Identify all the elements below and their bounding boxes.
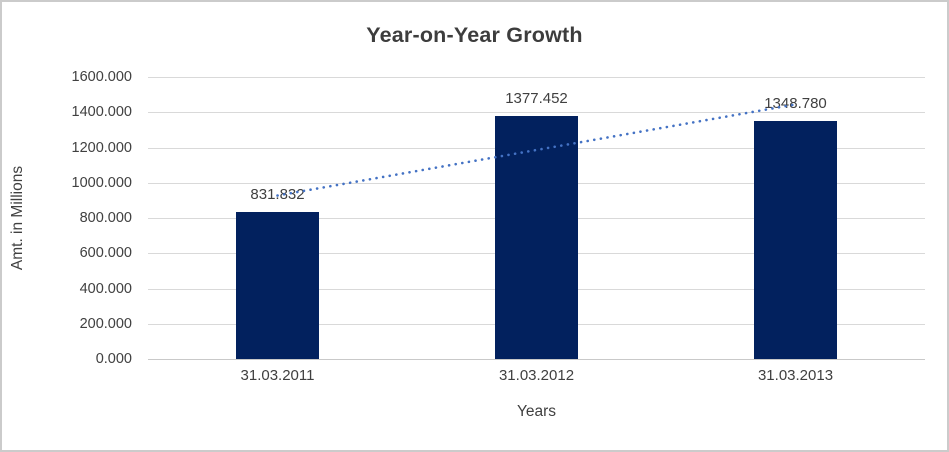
y-tick-label: 200.000 bbox=[79, 315, 132, 332]
x-axis-line bbox=[148, 359, 925, 360]
y-tick-label: 1000.000 bbox=[71, 174, 132, 191]
data-label: 1348.780 bbox=[764, 95, 827, 113]
bar bbox=[236, 212, 319, 359]
bar bbox=[754, 121, 837, 359]
y-tick-label: 0.000 bbox=[95, 351, 132, 367]
x-tick-label: 31.03.2012 bbox=[498, 367, 575, 384]
y-tick-label: 400.000 bbox=[79, 280, 132, 297]
data-label: 1377.452 bbox=[505, 90, 568, 108]
bar bbox=[495, 116, 578, 359]
y-tick-label: 1200.000 bbox=[71, 139, 132, 156]
y-tick-label: 600.000 bbox=[79, 245, 132, 262]
y-tick-label: 1400.000 bbox=[71, 104, 132, 121]
x-tick-label: 31.03.2011 bbox=[240, 367, 315, 384]
chart-title: Year-on-Year Growth bbox=[366, 23, 583, 47]
gridline bbox=[148, 77, 925, 78]
x-tick-label: 31.03.2013 bbox=[757, 367, 834, 384]
data-label: 831.832 bbox=[250, 186, 305, 204]
y-tick-label: 1600.000 bbox=[71, 69, 132, 85]
x-axis-title: Years bbox=[516, 403, 557, 420]
y-tick-label: 800.000 bbox=[79, 210, 132, 226]
